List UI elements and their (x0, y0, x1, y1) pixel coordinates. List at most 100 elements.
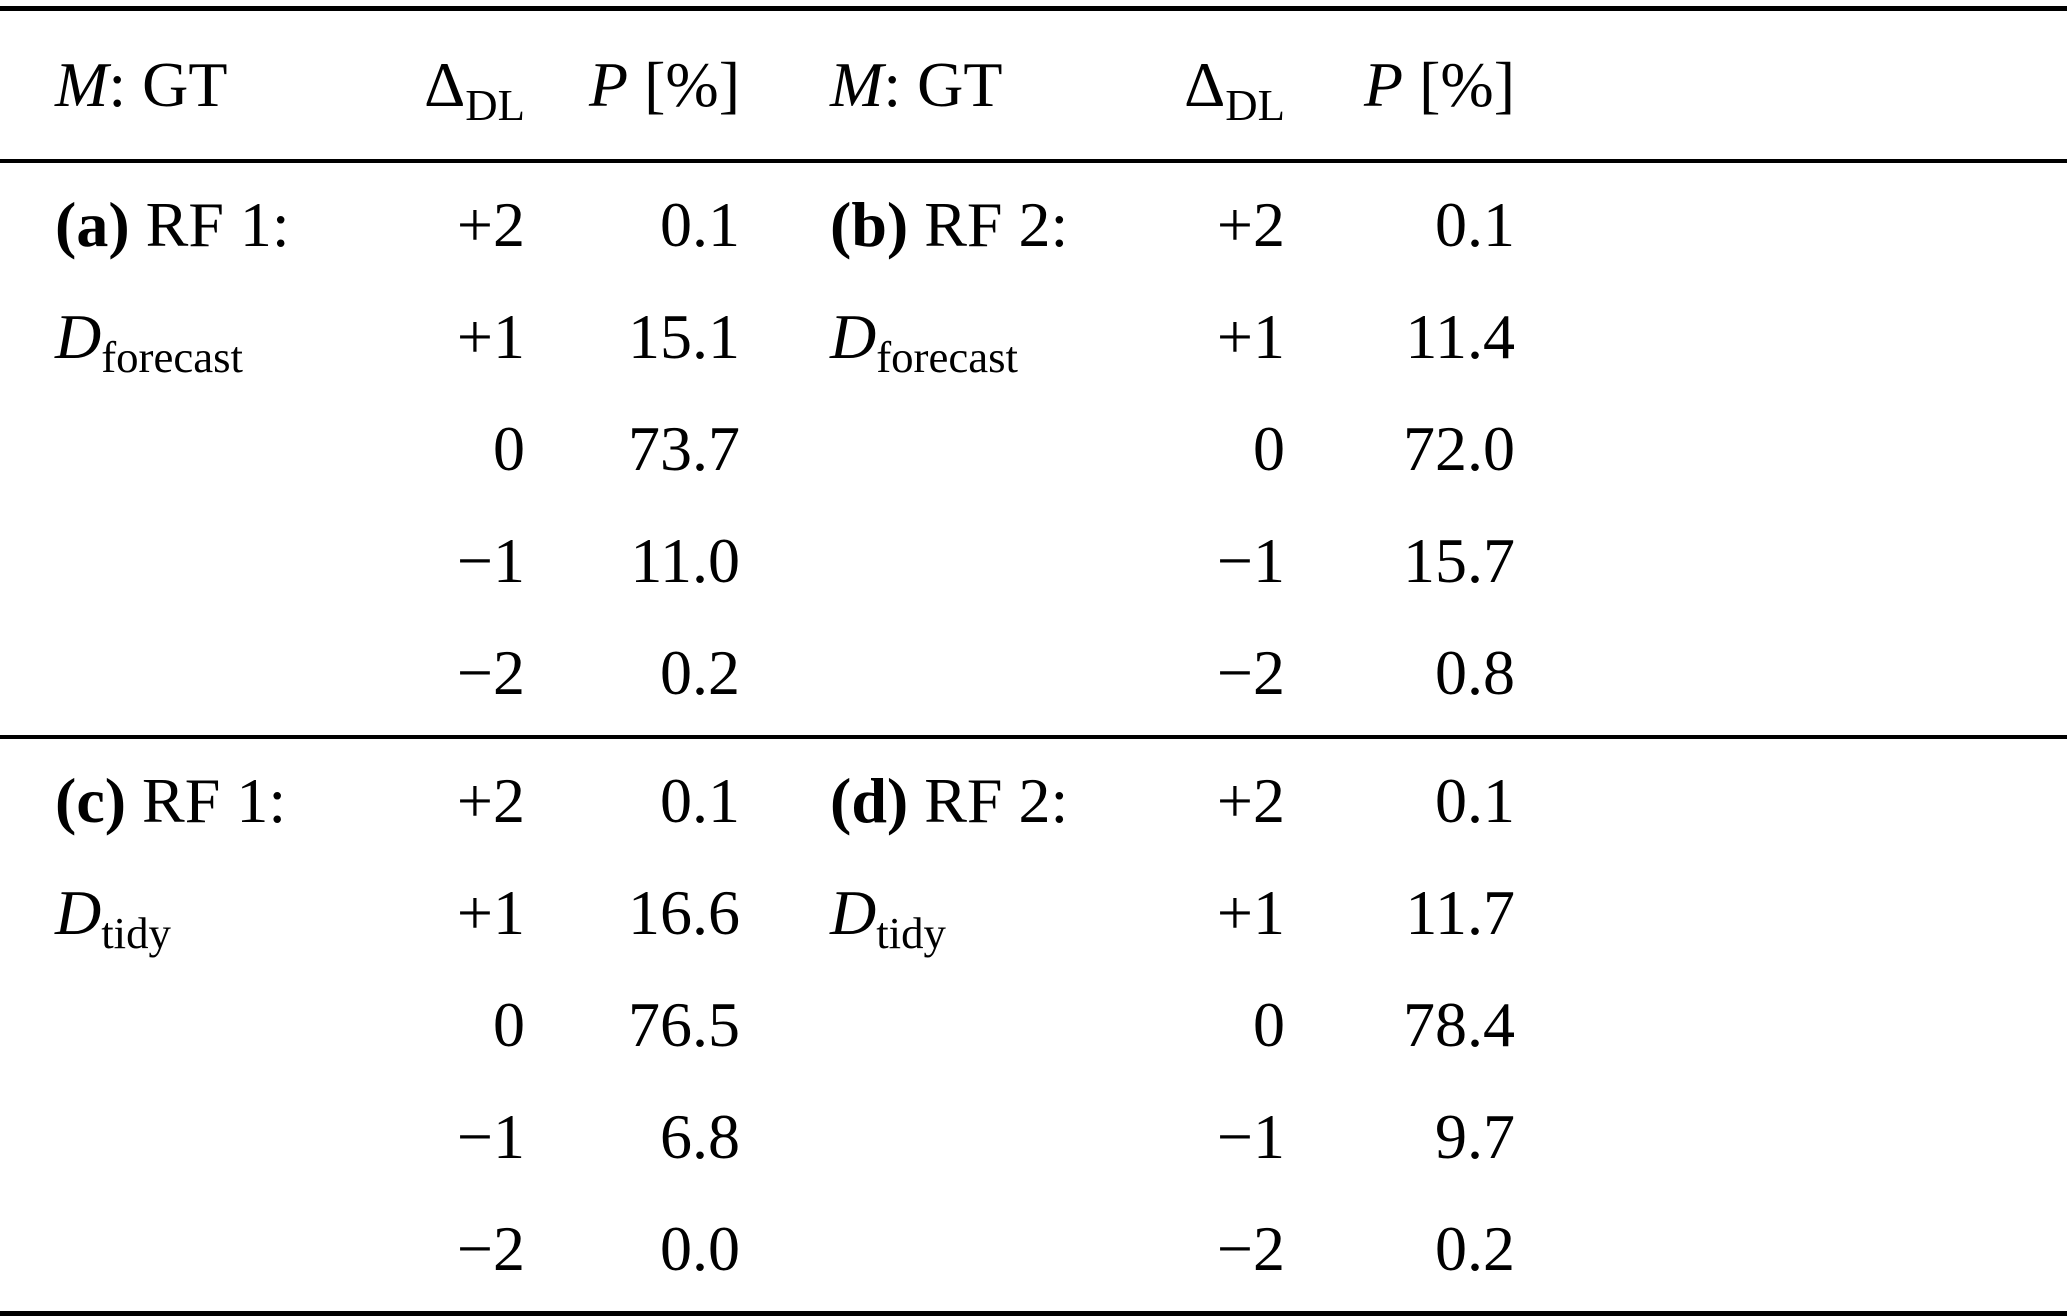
p-value: 78.4 (1403, 989, 1515, 1060)
mid-rule (0, 735, 2067, 739)
header-gt-text: : GT (883, 49, 1003, 120)
block-a-dataset: Dforecast (55, 281, 375, 393)
header-p-unit: [%] (628, 49, 740, 120)
p-value: 0.2 (660, 637, 740, 708)
dataset-subscript: forecast (876, 331, 1018, 382)
delta-value: −2 (456, 1213, 525, 1284)
delta-value: +1 (1216, 877, 1285, 948)
p-value: 11.4 (1405, 301, 1515, 372)
delta-value: −2 (1216, 1213, 1285, 1284)
bottom-rule (0, 1311, 2067, 1316)
filler-cell (1515, 281, 2067, 393)
block-a-title: (a) RF 1: (55, 169, 375, 281)
empty-cell (55, 393, 375, 505)
block-c-model: RF 1: (126, 765, 287, 836)
delta-value: +1 (456, 301, 525, 372)
table-block-ab: (a) RF 1: +2 0.1 (b) RF 2: +2 0.1 Dforec… (0, 163, 2067, 735)
table-row: −2 0.2 −2 0.8 (0, 617, 2067, 729)
p-value: 0.1 (1435, 189, 1515, 260)
table-row: (c) RF 1: +2 0.1 (d) RF 2: +2 0.1 (0, 745, 2067, 857)
spacer-cell (740, 505, 830, 617)
table-row: Dtidy +1 16.6 Dtidy +1 11.7 (0, 857, 2067, 969)
dataset-symbol: D (830, 301, 877, 372)
table-row: (a) RF 1: +2 0.1 (b) RF 2: +2 0.1 (0, 169, 2067, 281)
p-value: 11.0 (630, 525, 740, 596)
header-p-unit: [%] (1403, 49, 1515, 120)
p-value: 15.1 (628, 301, 740, 372)
p-value: 6.8 (660, 1101, 740, 1172)
block-a-tag: (a) (55, 189, 130, 260)
block-c-title: (c) RF 1: (55, 745, 375, 857)
spacer-cell (740, 745, 830, 857)
empty-cell (55, 1193, 375, 1305)
filler-cell (1515, 11, 2067, 159)
filler-cell (1515, 505, 2067, 617)
table-row: Dforecast +1 15.1 Dforecast +1 11.4 (0, 281, 2067, 393)
p-value: 0.1 (660, 189, 740, 260)
block-d-model: RF 2: (908, 765, 1069, 836)
block-d-title: (d) RF 2: (830, 745, 1135, 857)
dataset-symbol: D (55, 301, 102, 372)
spacer-cell (740, 169, 830, 281)
header-p-left: P [%] (525, 11, 740, 159)
empty-cell (830, 505, 1135, 617)
spacer-cell (740, 1081, 830, 1193)
block-b-title: (b) RF 2: (830, 169, 1135, 281)
header-delta-right: ΔDL (1135, 11, 1285, 159)
table-block-cd: (c) RF 1: +2 0.1 (d) RF 2: +2 0.1 Dtidy … (0, 739, 2067, 1311)
dataset-subscript: tidy (101, 907, 171, 958)
delta-value: +1 (456, 877, 525, 948)
block-b-model: RF 2: (908, 189, 1069, 260)
p-value: 16.6 (628, 877, 740, 948)
filler-cell (1515, 857, 2067, 969)
p-value: 76.5 (628, 989, 740, 1060)
delta-subscript: DL (1225, 79, 1285, 130)
header-rule (0, 159, 2067, 163)
block-d-dataset: Dtidy (830, 857, 1135, 969)
delta-value: 0 (493, 413, 525, 484)
spacer-cell (740, 281, 830, 393)
top-rule (0, 6, 2067, 11)
delta-subscript: DL (465, 79, 525, 130)
empty-cell (55, 969, 375, 1081)
empty-cell (55, 1081, 375, 1193)
empty-cell (830, 1193, 1135, 1305)
p-value: 0.8 (1435, 637, 1515, 708)
block-d-tag: (d) (830, 765, 909, 836)
filler-cell (1515, 969, 2067, 1081)
filler-cell (1515, 1193, 2067, 1305)
delta-value: 0 (1253, 989, 1285, 1060)
spacer-cell (740, 393, 830, 505)
delta-value: −1 (456, 525, 525, 596)
p-value: 73.7 (628, 413, 740, 484)
delta-symbol: Δ (424, 49, 466, 120)
table-header-row: M: GT ΔDL P [%] M: GT ΔDL P [%] (0, 11, 2067, 159)
spacer-cell (740, 617, 830, 729)
delta-value: +1 (1216, 301, 1285, 372)
block-b-tag: (b) (830, 189, 909, 260)
delta-value: 0 (493, 989, 525, 1060)
filler-cell (1515, 1081, 2067, 1193)
empty-cell (830, 969, 1135, 1081)
header-delta-left: ΔDL (375, 11, 525, 159)
p-value: 0.1 (660, 765, 740, 836)
filler-cell (1515, 617, 2067, 729)
filler-cell (1515, 745, 2067, 857)
block-c-dataset: Dtidy (55, 857, 375, 969)
p-value: 15.7 (1403, 525, 1515, 596)
delta-value: 0 (1253, 413, 1285, 484)
p-value: 0.0 (660, 1213, 740, 1284)
header-m-symbol: M (55, 49, 109, 120)
spacer-cell (740, 857, 830, 969)
delta-value: +2 (456, 765, 525, 836)
header-m-symbol: M (830, 49, 884, 120)
empty-cell (830, 1081, 1135, 1193)
dataset-subscript: tidy (876, 907, 946, 958)
delta-value: +2 (1216, 765, 1285, 836)
table-row: −1 6.8 −1 9.7 (0, 1081, 2067, 1193)
p-value: 0.1 (1435, 765, 1515, 836)
header-mgt-left: M: GT (55, 11, 375, 159)
header-p-symbol: P (588, 49, 629, 120)
delta-value: −2 (1216, 637, 1285, 708)
probability-table: M: GT ΔDL P [%] M: GT ΔDL P [%] (a) RF 1… (0, 6, 2067, 1316)
